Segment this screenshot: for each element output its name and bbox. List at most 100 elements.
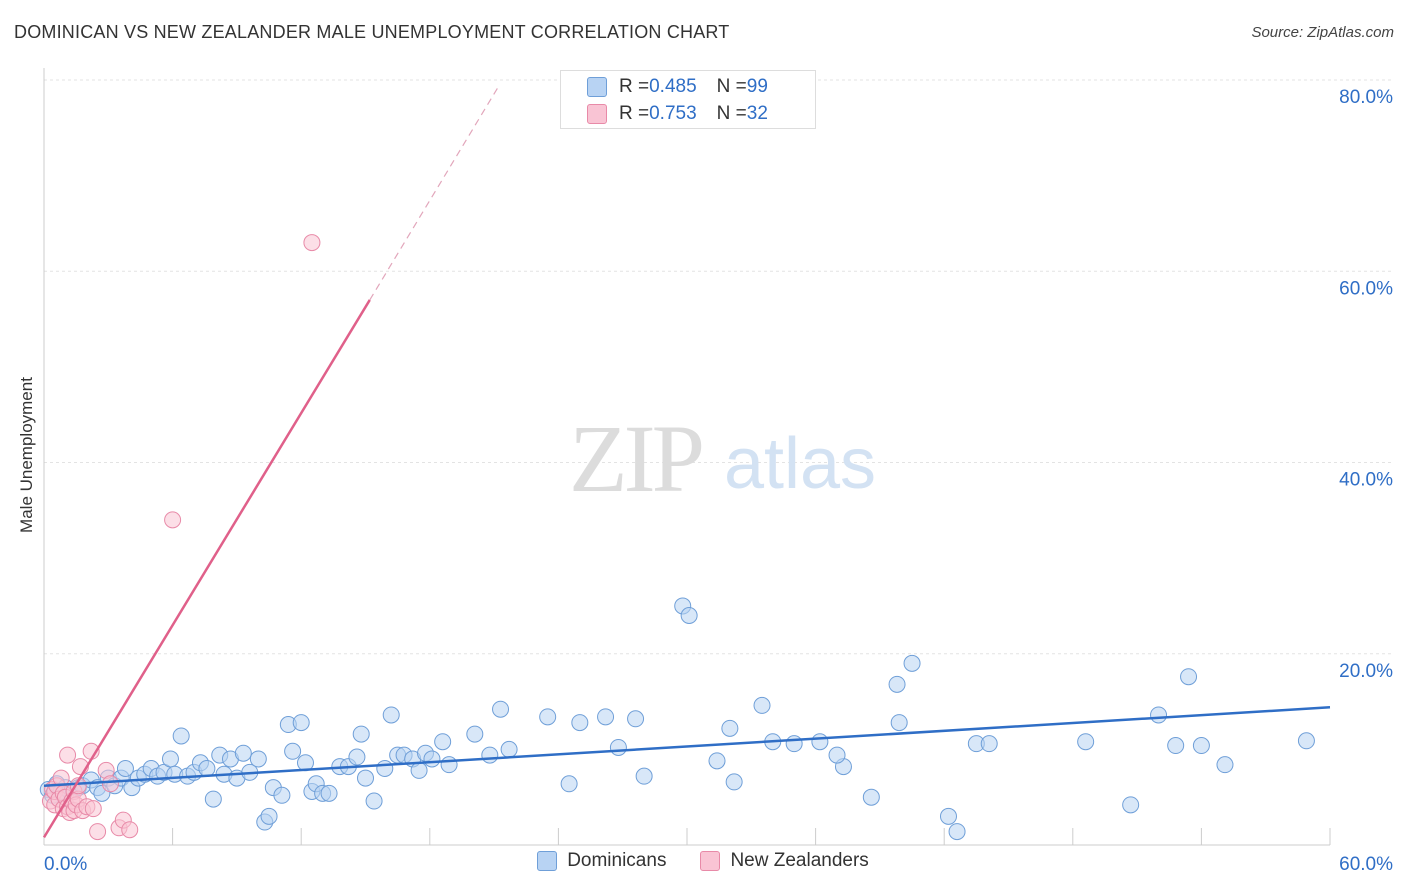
- new-zealander-point-26: [101, 775, 119, 793]
- dominican-point-59: [410, 761, 428, 779]
- y-tick-label: 20.0%: [1339, 661, 1393, 682]
- y-tick-label: 60.0%: [1339, 278, 1393, 299]
- legend-r-label: R =: [619, 76, 650, 97]
- dominican-point-89: [903, 654, 921, 672]
- chart-title: DOMINICAN VS NEW ZEALANDER MALE UNEMPLOY…: [14, 22, 730, 42]
- dominican-point-47: [320, 784, 338, 802]
- dominican-point-64: [466, 725, 484, 743]
- new-zealanders-trend-extension: [369, 86, 499, 301]
- dominican-point-70: [571, 714, 589, 732]
- new-zealander-point-23: [84, 800, 102, 818]
- dominican-point-37: [260, 807, 278, 825]
- dominican-point-50: [348, 748, 366, 766]
- y-tick-label: 40.0%: [1339, 470, 1393, 491]
- dominican-point-72: [609, 738, 627, 756]
- dominican-point-94: [1077, 733, 1095, 751]
- legend-swatch-pink: [700, 851, 721, 871]
- new-zealander-point-31: [303, 234, 321, 252]
- dominican-point-88: [890, 714, 908, 732]
- legend-row-dominicans: R = 0.485 N = 99: [587, 76, 768, 98]
- dominican-point-82: [785, 735, 803, 753]
- dominican-point-39: [273, 786, 291, 804]
- dominican-point-67: [500, 740, 518, 758]
- legend-r-label: R =: [619, 103, 650, 124]
- dominican-point-52: [357, 769, 374, 787]
- source-label: Source: ZipAtlas.com: [1251, 24, 1394, 41]
- series-legend: Dominicans New Zealanders: [0, 850, 1406, 872]
- dominican-point-101: [1297, 732, 1315, 750]
- legend-r-value: 0.753: [649, 103, 697, 124]
- new-zealander-point-11: [59, 746, 77, 764]
- dominican-point-86: [862, 788, 880, 806]
- legend-item-dominicans[interactable]: Dominicans: [537, 850, 666, 872]
- x-tick-label: 60.0%: [1339, 854, 1393, 875]
- dominican-point-14: [116, 760, 134, 777]
- dominican-point-68: [539, 708, 557, 726]
- watermark: ZIP atlas: [569, 405, 876, 512]
- correlation-legend: R = 0.485 N = 99 R = 0.753 N = 32: [560, 70, 816, 129]
- dominican-point-97: [1167, 737, 1185, 755]
- dominican-point-73: [627, 710, 645, 728]
- legend-n-label: N =: [716, 76, 747, 97]
- dominican-point-96: [1150, 706, 1168, 724]
- legend-r-value: 0.485: [649, 76, 697, 97]
- legend-n-label: N =: [716, 103, 747, 124]
- dominican-point-77: [708, 752, 726, 770]
- dominican-point-23: [172, 727, 190, 745]
- dominican-point-80: [753, 696, 771, 714]
- y-tick-label: 80.0%: [1339, 87, 1393, 108]
- dominican-point-69: [560, 775, 578, 793]
- watermark-zip: ZIP: [569, 405, 702, 512]
- legend-item-new-zealanders[interactable]: New Zealanders: [700, 850, 869, 872]
- dominican-point-100: [1216, 756, 1234, 774]
- y-axis-title: Male Unemployment: [17, 377, 36, 533]
- new-zealander-point-30: [164, 511, 182, 529]
- axes: [43, 68, 1331, 846]
- x-tick-label: 0.0%: [44, 854, 87, 875]
- dominican-point-71: [597, 708, 615, 726]
- legend-row-new-zealanders: R = 0.753 N = 32: [587, 103, 768, 125]
- dominican-point-55: [382, 706, 400, 724]
- dominican-point-98: [1180, 668, 1198, 686]
- new-zealanders-trend-line: [42, 299, 371, 838]
- dominican-point-91: [948, 823, 966, 841]
- grid-lines: [44, 79, 1392, 655]
- legend-swatch-pink: [587, 104, 607, 124]
- dominican-point-85: [828, 746, 846, 764]
- dominican-point-74: [635, 767, 653, 785]
- dominican-point-95: [1122, 796, 1140, 814]
- new-zealander-point-29: [121, 821, 139, 839]
- dominican-point-65: [481, 746, 499, 764]
- dominican-point-66: [492, 700, 510, 718]
- tick-labels: 20.0% 40.0% 60.0% 80.0% 0.0% 60.0%: [44, 87, 1393, 875]
- dominicans-trend-line: [43, 706, 1331, 787]
- dominican-point-41: [284, 742, 302, 760]
- dominican-point-87: [888, 675, 906, 693]
- dominican-point-28: [204, 790, 222, 808]
- dominican-point-99: [1192, 737, 1210, 755]
- dominican-point-83: [811, 733, 829, 751]
- watermark-atlas: atlas: [724, 424, 876, 504]
- dominican-point-42: [292, 714, 310, 732]
- dominican-point-53: [365, 792, 383, 810]
- dominican-point-33: [234, 744, 252, 762]
- legend-n-value: 32: [746, 103, 768, 124]
- dominican-point-63: [440, 756, 458, 774]
- dominican-point-90: [939, 807, 957, 825]
- dominican-point-61: [423, 750, 441, 768]
- dominican-point-93: [980, 735, 998, 753]
- dominican-point-54: [376, 760, 394, 777]
- dominican-point-76: [680, 607, 698, 624]
- dominican-point-51: [352, 725, 370, 743]
- series-dominicans: [39, 597, 1315, 841]
- legend-label-new-zealanders: New Zealanders: [730, 850, 869, 871]
- dominican-point-35: [249, 750, 267, 768]
- trend-lines: [42, 86, 1331, 838]
- legend-label-dominicans: Dominicans: [567, 850, 667, 871]
- legend-swatch-blue: [587, 77, 607, 97]
- legend-swatch-blue: [537, 851, 558, 871]
- dominican-point-78: [721, 719, 739, 737]
- dominican-point-27: [198, 760, 216, 777]
- legend-n-value: 99: [746, 76, 768, 97]
